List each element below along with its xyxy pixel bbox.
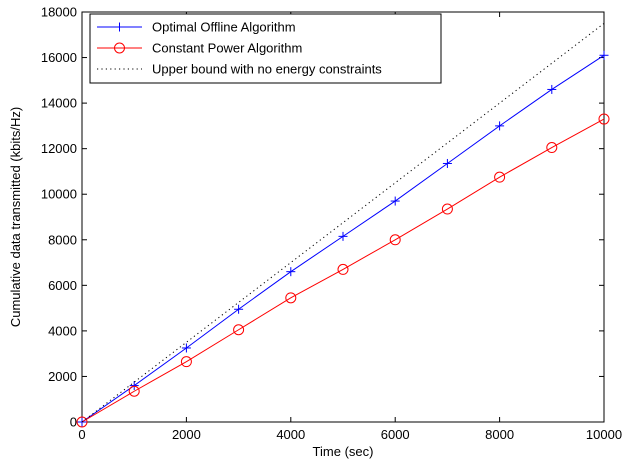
plus-marker [129,381,139,391]
legend-label: Upper bound with no energy constraints [152,62,382,77]
plus-marker [495,121,505,131]
circle-marker [128,385,140,397]
circle-marker [285,292,297,304]
x-tick-label: 6000 [381,427,410,442]
x-tick-label: 10000 [586,427,622,442]
circle-marker [389,234,401,246]
circle-marker [546,142,558,154]
plus-marker [115,22,124,32]
circle-marker [598,113,610,125]
plus-marker [547,84,557,94]
series-line [81,118,605,423]
circle-marker [494,171,506,183]
y-tick-label: 0 [70,415,77,430]
legend-label: Optimal Offline Algorithm [152,20,296,35]
y-axis-label: Cumulative data transmitted (kbits/Hz) [8,107,23,327]
y-tick-label: 18000 [41,5,77,20]
circle-marker [76,416,88,428]
plus-marker [599,50,609,60]
circle-marker [233,324,245,336]
legend-label: Constant Power Algorithm [152,41,302,56]
x-axis: 0 2000 4000 6000 8000 10000 [78,12,622,442]
y-tick-label: 16000 [41,50,77,65]
series-layer [76,22,610,428]
y-tick-label: 14000 [41,96,77,111]
y-tick-label: 8000 [48,232,77,247]
plus-marker [390,196,400,206]
plus-marker [338,231,348,241]
plus-marker [234,304,244,314]
circle-marker [441,203,453,215]
series-1 [76,113,610,428]
y-axis: 0 2000 4000 6000 8000 10000 12000 14000 16000 180… [41,5,604,430]
y-tick-label: 10000 [41,187,77,202]
circle-marker [337,263,349,275]
y-tick-label: 6000 [48,278,77,293]
legend: Optimal Offline Algorithm Constant Power … [89,13,442,84]
y-tick-label: 4000 [48,323,77,338]
x-tick-label: 0 [78,427,85,442]
y-tick-label: 2000 [48,369,77,384]
y-tick-label: 12000 [41,141,77,156]
plus-marker [286,267,296,277]
plus-marker [442,158,452,168]
x-axis-label: Time (sec) [313,444,374,459]
legend-box [89,13,442,84]
x-tick-label: 8000 [485,427,514,442]
x-tick-label: 2000 [172,427,201,442]
x-tick-label: 4000 [276,427,305,442]
circle-marker [114,42,125,54]
plus-marker [181,343,191,353]
circle-marker [180,356,192,368]
series-0 [77,50,609,427]
